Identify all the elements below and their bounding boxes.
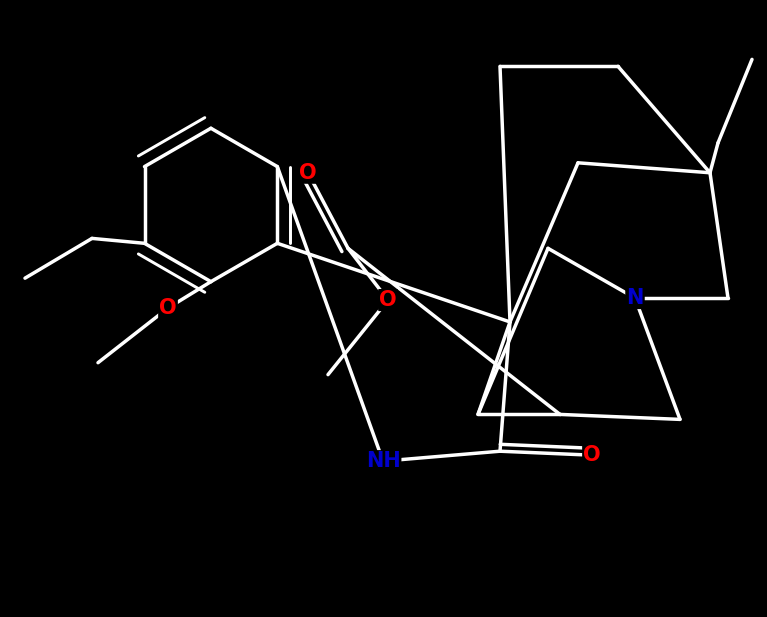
- Text: O: O: [160, 298, 177, 318]
- Text: N: N: [627, 288, 644, 308]
- Text: O: O: [583, 445, 601, 465]
- Text: NH: NH: [366, 451, 400, 471]
- Text: O: O: [299, 163, 317, 183]
- Text: O: O: [379, 290, 397, 310]
